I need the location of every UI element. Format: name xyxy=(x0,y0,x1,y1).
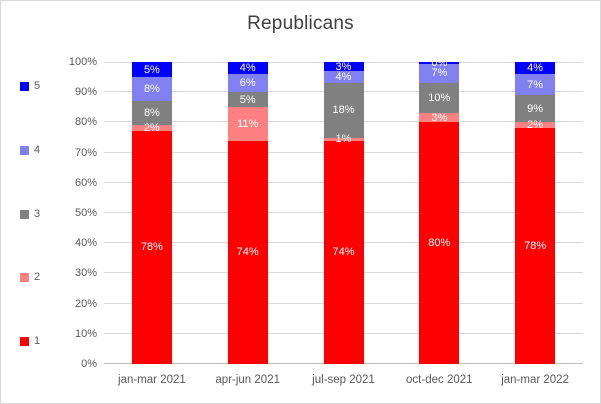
data-label: 4% xyxy=(239,62,256,74)
data-label: 8% xyxy=(143,106,160,119)
data-label: 7% xyxy=(431,66,448,79)
bar-segment-series-5 xyxy=(323,62,364,72)
data-label: 3% xyxy=(335,60,352,73)
y-tick-label: 100% xyxy=(68,56,97,68)
x-category-label: oct-dec 2021 xyxy=(406,374,473,386)
y-tick-label: 60% xyxy=(74,177,97,189)
data-label: 2% xyxy=(143,121,160,134)
y-tick-label: 50% xyxy=(74,207,97,219)
bar-segment-series-5 xyxy=(515,62,556,75)
y-tick-label: 80% xyxy=(74,116,97,128)
x-category-label: jan-mar 2022 xyxy=(501,374,569,386)
data-label: 78% xyxy=(140,241,163,254)
legend-item-4: 4 xyxy=(20,144,60,157)
data-label: 74% xyxy=(332,246,355,259)
bar-segment-series-4 xyxy=(227,74,268,93)
legend: 5 4 3 2 1 xyxy=(20,80,60,348)
legend-item-5: 5 xyxy=(20,80,60,93)
bar-segment-series-5 xyxy=(227,62,268,75)
data-label: 11% xyxy=(237,117,259,130)
bar-segment-series-3 xyxy=(227,92,268,108)
bar-segment-series-2 xyxy=(515,122,556,129)
legend-item-1: 1 xyxy=(20,335,60,348)
legend-label: 3 xyxy=(34,207,41,220)
bar-segment-series-3 xyxy=(419,83,460,114)
data-label: 78% xyxy=(524,240,547,253)
data-label: 80% xyxy=(428,237,451,250)
bar-segment-series-2 xyxy=(227,107,268,141)
y-tick-label: 40% xyxy=(74,237,97,249)
bar-segment-series-1 xyxy=(515,128,556,364)
y-tick-label: 90% xyxy=(74,86,97,98)
bar-segment-series-1 xyxy=(227,140,268,364)
bar-segment-series-5 xyxy=(419,62,460,64)
legend-marker-icon xyxy=(20,209,29,219)
bar-segment-series-5 xyxy=(131,62,172,77)
bar-segment-series-1 xyxy=(419,122,460,364)
legend-item-2: 2 xyxy=(20,271,60,284)
data-label: 4% xyxy=(527,62,544,74)
data-label: 8% xyxy=(143,82,160,95)
legend-marker-icon xyxy=(20,145,29,155)
y-tick-label: 20% xyxy=(74,298,97,310)
data-label: 2% xyxy=(527,119,544,132)
bar-segment-series-4 xyxy=(515,74,556,96)
data-label: 18% xyxy=(332,104,355,117)
data-label: 6% xyxy=(239,77,256,90)
y-tick-label: 70% xyxy=(74,147,97,159)
bar-segment-series-1 xyxy=(131,130,172,364)
legend-label: 4 xyxy=(34,143,41,156)
x-category-label: jan-mar 2021 xyxy=(118,374,186,386)
data-label: 7% xyxy=(527,78,544,91)
data-label: 3% xyxy=(431,111,448,124)
legend-item-3: 3 xyxy=(20,208,60,221)
data-label: 4% xyxy=(335,71,352,84)
bar-segment-series-4 xyxy=(419,62,460,84)
bar-segment-series-3 xyxy=(323,83,364,138)
plot-area: 78% 2% 8% 8% 5% 74% 11% 5% 6% 4% 74% 1% 18% 4% 3% 80% 3%… xyxy=(104,57,583,364)
x-category-label: apr-jun 2021 xyxy=(215,374,280,386)
bar-segment-series-2 xyxy=(419,113,460,123)
legend-marker-icon xyxy=(20,273,29,283)
x-category-label: jul-sep 2021 xyxy=(312,374,375,386)
chart-title: Republicans xyxy=(247,13,354,34)
data-label: 5% xyxy=(143,63,160,76)
bar-segment-series-3 xyxy=(131,100,172,125)
data-label: 1% xyxy=(335,133,352,145)
bar-segment-series-4 xyxy=(131,77,172,101)
bar-segment-series-3 xyxy=(515,95,556,123)
y-tick-label: 10% xyxy=(74,328,97,340)
data-label: 0% xyxy=(431,56,448,69)
data-label: 9% xyxy=(527,102,544,115)
bar-segment-series-2 xyxy=(131,124,172,131)
legend-label: 2 xyxy=(34,271,41,284)
bar-segment-series-2 xyxy=(323,137,364,141)
data-label: 5% xyxy=(239,93,256,106)
data-label: 74% xyxy=(236,246,259,259)
y-tick-label: 0% xyxy=(81,358,97,370)
legend-marker-icon xyxy=(20,82,29,91)
legend-marker-icon xyxy=(20,337,29,346)
bar-segment-series-1 xyxy=(323,140,364,364)
y-tick-label: 30% xyxy=(74,267,97,279)
legend-label: 5 xyxy=(34,80,41,92)
data-label: 10% xyxy=(428,92,451,105)
bar-segment-series-4 xyxy=(323,71,364,84)
legend-label: 1 xyxy=(34,335,41,347)
